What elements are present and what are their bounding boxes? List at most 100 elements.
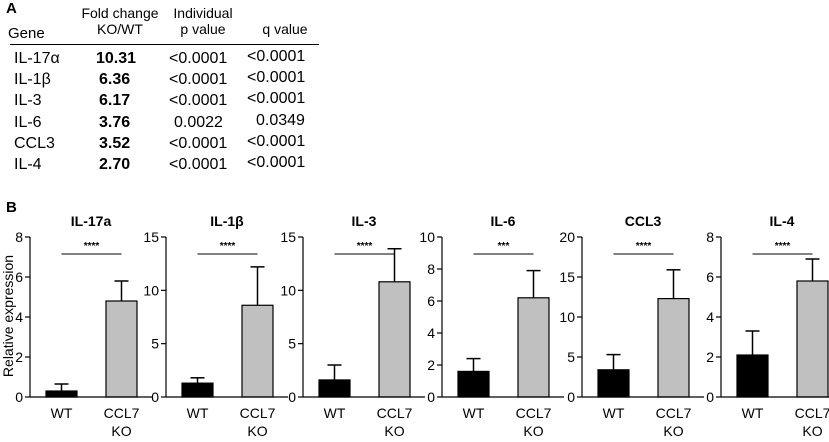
bar-wt <box>736 354 769 398</box>
significance-stars: **** <box>357 241 373 252</box>
y-tick-label: 4 <box>706 309 714 325</box>
y-tick-label: 8 <box>427 261 435 277</box>
x-category-label-line: CCL7 <box>104 405 140 421</box>
x-category-label: WT <box>463 405 485 421</box>
y-tick-label: 0 <box>567 389 575 405</box>
significance-stars: **** <box>636 241 652 252</box>
significance-stars: *** <box>498 241 510 252</box>
x-category-label-line: KO <box>384 423 404 439</box>
y-tick-label: 6 <box>706 269 714 285</box>
chart-title: IL-17a <box>71 213 112 229</box>
bar-wt <box>457 370 490 398</box>
x-category-label: WT <box>324 405 346 421</box>
x-category-label: WT <box>603 405 625 421</box>
y-tick-label: 2 <box>15 349 23 365</box>
gene-cell: CCL3 <box>14 135 55 152</box>
x-category-label: CCL7 KO <box>795 405 829 439</box>
q-value-cell: <0.0001 <box>247 90 306 107</box>
x-category-label-line: CCL7 <box>377 405 413 421</box>
bar-chart-2: IL-1β 0 5 10 15 WT CCL7 KO **** <box>143 213 288 439</box>
fold-cell: 6.36 <box>99 71 131 88</box>
y-tick-label: 8 <box>15 229 23 245</box>
x-category-label: WT <box>742 405 764 421</box>
p-value-cell: <0.0001 <box>169 156 228 173</box>
bar-wt <box>45 390 78 398</box>
gene-cell: IL-4 <box>14 156 42 173</box>
bar-wt <box>597 369 630 398</box>
x-category-label-line: KO <box>802 423 822 439</box>
y-tick-label: 10 <box>419 229 435 245</box>
y-tick-label: 6 <box>427 293 435 309</box>
x-category-label-line: KO <box>247 423 267 439</box>
p-value-cell: <0.0001 <box>169 50 228 67</box>
y-tick-label: 10 <box>559 309 575 325</box>
q-value-cell: <0.0001 <box>247 154 306 171</box>
x-category-label: CCL7 KO <box>104 405 140 439</box>
y-tick-label: 0 <box>15 389 23 405</box>
fold-cell: 3.52 <box>99 135 131 152</box>
bar-ko <box>105 300 138 398</box>
y-tick-label: 0 <box>427 389 435 405</box>
chart-title: CCL3 <box>625 213 662 229</box>
p-value-cell: <0.0001 <box>169 135 228 152</box>
header-gene: Gene <box>8 25 45 42</box>
y-tick-label: 5 <box>288 336 296 352</box>
x-category-label-line: CCL7 <box>516 405 552 421</box>
x-category-label: WT <box>187 405 209 421</box>
fold-cell: 2.70 <box>99 156 131 173</box>
bar-wt <box>181 382 214 398</box>
charts-root: IL-17a 0 2 4 6 8 WT CCL7 KO **** IL-1β 0 5 10 15 WT CCL7… <box>15 213 829 439</box>
bar-chart-4: IL-6 0 2 4 6 8 10 WT CCL7 KO *** <box>419 213 564 439</box>
y-tick-label: 6 <box>15 269 23 285</box>
significance-stars: **** <box>775 241 791 252</box>
bar-ko <box>657 298 690 398</box>
bar-chart-1: IL-17a 0 2 4 6 8 WT CCL7 KO **** <box>15 213 152 439</box>
chart-title: IL-1β <box>210 213 244 229</box>
x-category-label-line: KO <box>523 423 543 439</box>
bar-ko <box>796 280 829 398</box>
q-value-cell: <0.0001 <box>247 69 306 86</box>
panel-b-label: B <box>6 199 17 216</box>
x-category-label: CCL7 KO <box>516 405 552 439</box>
x-category-label-line: CCL7 <box>240 405 276 421</box>
y-tick-label: 2 <box>427 357 435 373</box>
bar-ko <box>378 281 411 398</box>
y-tick-label: 4 <box>15 309 23 325</box>
fold-cell: 10.31 <box>96 50 137 67</box>
gene-cell: IL-17α <box>14 50 60 67</box>
p-value-cell: 0.0022 <box>174 114 223 131</box>
p-value-cell: <0.0001 <box>169 92 228 109</box>
y-tick-label: 10 <box>280 282 296 298</box>
y-tick-label: 0 <box>706 389 714 405</box>
x-category-label-line: CCL7 <box>656 405 692 421</box>
y-tick-label: 5 <box>567 349 575 365</box>
y-tick-label: 2 <box>706 349 714 365</box>
q-value-cell: 0.0349 <box>256 112 305 129</box>
gene-cell: IL-1β <box>14 71 51 88</box>
bar-ko <box>241 304 274 398</box>
header-p-line1: Individual <box>173 5 233 21</box>
y-tick-label: 5 <box>151 336 159 352</box>
y-tick-label: 20 <box>559 229 575 245</box>
significance-stars: **** <box>220 241 236 252</box>
x-category-label: WT <box>51 405 73 421</box>
y-tick-label: 0 <box>288 389 296 405</box>
chart-title: IL-3 <box>352 213 377 229</box>
y-tick-label: 8 <box>706 229 714 245</box>
header-fold-line1: Fold change <box>81 5 159 21</box>
header-q: q value <box>262 21 308 37</box>
q-value-cell: <0.0001 <box>247 48 306 65</box>
y-tick-label: 15 <box>559 269 575 285</box>
y-tick-label: 4 <box>427 325 435 341</box>
header-p-line2: p value <box>180 21 226 37</box>
panel-a-label: A <box>6 0 17 17</box>
y-tick-label: 10 <box>143 282 159 298</box>
y-tick-label: 15 <box>280 229 296 245</box>
y-axis-label: Relative expression <box>0 255 16 377</box>
y-tick-label: 0 <box>151 389 159 405</box>
x-category-label-line: CCL7 <box>795 405 829 421</box>
gene-cell: IL-6 <box>14 114 42 131</box>
bar-chart-5: CCL3 0 5 10 15 20 WT CCL7 KO **** <box>559 213 704 439</box>
gene-cell: IL-3 <box>14 92 42 109</box>
